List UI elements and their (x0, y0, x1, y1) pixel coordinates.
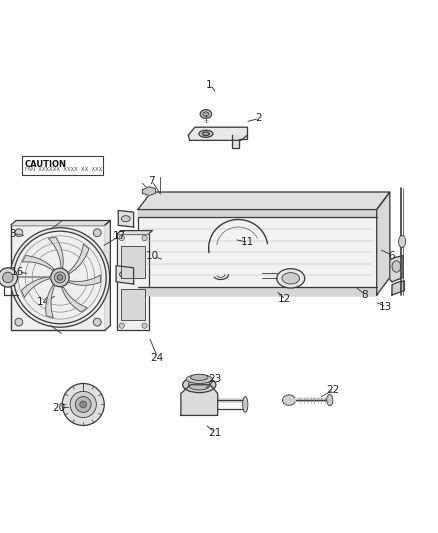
Polygon shape (62, 287, 87, 312)
Polygon shape (138, 192, 390, 209)
Ellipse shape (186, 375, 212, 383)
Polygon shape (69, 275, 101, 285)
Ellipse shape (54, 272, 65, 283)
Ellipse shape (119, 323, 124, 328)
Ellipse shape (120, 271, 130, 278)
Bar (138, 209, 377, 295)
Polygon shape (188, 127, 247, 140)
Text: 11: 11 (241, 237, 254, 247)
Ellipse shape (14, 231, 106, 324)
Ellipse shape (392, 261, 401, 272)
Text: 23: 23 (208, 374, 221, 384)
Polygon shape (11, 221, 110, 225)
Ellipse shape (62, 383, 104, 425)
Polygon shape (232, 135, 247, 148)
Text: 12: 12 (278, 294, 291, 304)
Polygon shape (138, 209, 377, 295)
Text: FAN  XXXXXX  XXXX  XX  XXX: FAN XXXXXX XXXX XX XXX (25, 167, 102, 172)
Bar (11, 225, 105, 330)
Text: 7: 7 (148, 176, 155, 186)
Ellipse shape (70, 391, 96, 418)
Polygon shape (116, 265, 134, 284)
Text: 20: 20 (53, 402, 66, 413)
Ellipse shape (75, 397, 91, 413)
Text: 13: 13 (379, 302, 392, 312)
Ellipse shape (121, 216, 130, 222)
Polygon shape (377, 192, 390, 295)
Ellipse shape (399, 236, 406, 248)
Ellipse shape (183, 377, 216, 393)
Polygon shape (117, 233, 149, 330)
Ellipse shape (51, 268, 69, 287)
Bar (121, 288, 145, 320)
Ellipse shape (80, 401, 87, 408)
Ellipse shape (15, 318, 23, 326)
Ellipse shape (142, 236, 147, 241)
Text: 8: 8 (361, 290, 368, 300)
Ellipse shape (282, 273, 300, 284)
Ellipse shape (199, 130, 213, 138)
Polygon shape (11, 225, 105, 330)
Polygon shape (68, 244, 89, 273)
Ellipse shape (283, 395, 296, 405)
Polygon shape (138, 287, 377, 295)
Ellipse shape (188, 379, 210, 390)
Polygon shape (117, 231, 152, 233)
Polygon shape (49, 237, 63, 268)
Ellipse shape (191, 374, 208, 381)
Bar (121, 246, 145, 278)
Ellipse shape (327, 394, 333, 406)
Ellipse shape (10, 228, 110, 327)
Text: 21: 21 (208, 428, 221, 438)
Text: CAUTION: CAUTION (25, 159, 67, 168)
Bar (117, 233, 149, 330)
Polygon shape (181, 385, 218, 415)
Text: 14: 14 (37, 297, 50, 308)
Ellipse shape (202, 132, 209, 135)
Ellipse shape (200, 110, 212, 118)
Polygon shape (105, 221, 110, 330)
Text: 10: 10 (146, 252, 159, 261)
Polygon shape (46, 285, 55, 318)
Bar (22, 156, 103, 174)
Ellipse shape (277, 269, 305, 288)
Polygon shape (118, 211, 134, 227)
Ellipse shape (119, 236, 124, 241)
Ellipse shape (243, 397, 248, 413)
Polygon shape (142, 187, 155, 196)
Polygon shape (390, 255, 403, 282)
Polygon shape (138, 209, 377, 217)
Text: 16: 16 (11, 266, 24, 277)
Ellipse shape (93, 229, 101, 237)
Ellipse shape (57, 274, 63, 280)
Text: 24: 24 (150, 353, 163, 362)
Text: 22: 22 (326, 385, 339, 395)
Ellipse shape (3, 272, 13, 282)
Text: 17: 17 (113, 231, 126, 241)
Text: 1: 1 (206, 80, 213, 90)
Ellipse shape (142, 323, 147, 328)
Polygon shape (392, 281, 404, 295)
Text: 2: 2 (255, 114, 262, 124)
Polygon shape (21, 277, 50, 297)
Ellipse shape (93, 318, 101, 326)
Polygon shape (22, 255, 54, 270)
Text: 3: 3 (9, 229, 16, 239)
Text: 6: 6 (389, 251, 396, 261)
Ellipse shape (0, 268, 18, 287)
Ellipse shape (203, 112, 209, 116)
Ellipse shape (15, 229, 23, 237)
